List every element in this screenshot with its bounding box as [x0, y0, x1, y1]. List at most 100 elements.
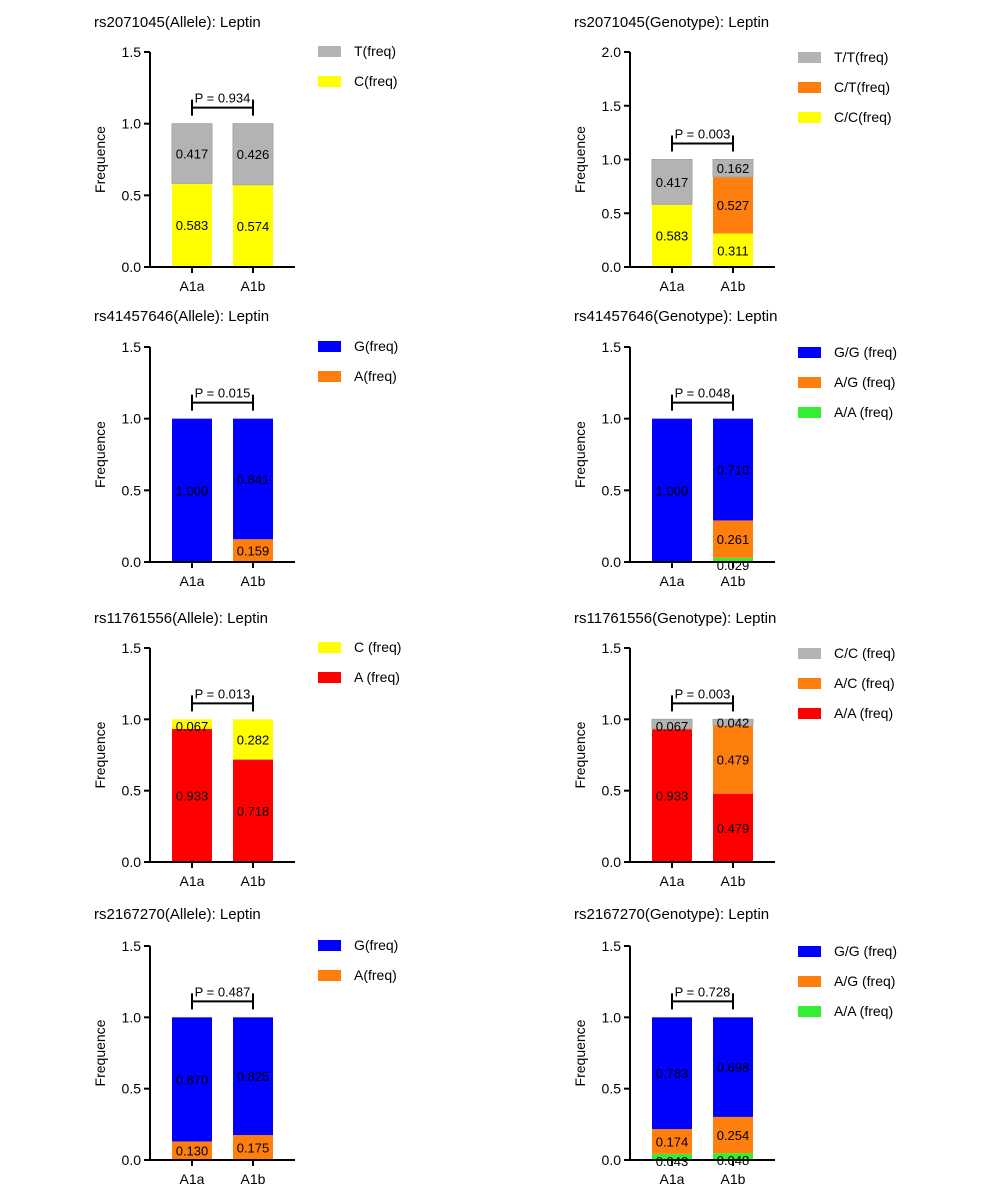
y-tick-label: 1.5: [122, 339, 142, 355]
x-tick-label: A1b: [721, 1171, 746, 1187]
bar-segment: [713, 1153, 753, 1160]
p-value-label: P = 0.728: [675, 984, 731, 999]
legend-swatch: [798, 52, 821, 63]
data-label: 0.162: [717, 161, 750, 176]
x-tick-label: A1a: [180, 573, 205, 589]
data-label: 0.426: [237, 147, 270, 162]
legend-swatch: [318, 672, 341, 683]
legend-label: T/T(freq): [834, 49, 888, 65]
data-label: 0.583: [656, 229, 689, 244]
bar-segment: [713, 1116, 753, 1154]
p-value-label: P = 0.003: [675, 686, 731, 701]
y-axis-label: Frequence: [572, 1019, 588, 1086]
y-tick-label: 2.0: [602, 44, 622, 60]
significance-bracket: [671, 993, 734, 1010]
legend-label: A/G (freq): [834, 973, 895, 989]
legend-label: T(freq): [354, 43, 396, 59]
y-tick-label: 0.5: [122, 187, 142, 203]
legend-label: A (freq): [354, 669, 400, 685]
y-tick-label: 1.5: [122, 938, 142, 954]
data-label: 0.783: [656, 1066, 689, 1081]
bar-segment: [171, 123, 213, 184]
legend-swatch: [798, 377, 821, 388]
chart-panel-1: rs2071045(Allele): Leptin Frequence 0.583 0…: [92, 14, 398, 294]
data-label: 0.479: [717, 821, 750, 836]
data-label: 0.479: [717, 752, 750, 767]
x-tick-label: A1b: [241, 573, 266, 589]
p-value-label: P = 0.934: [195, 91, 251, 106]
bar-segment: [652, 1017, 692, 1130]
y-tick-label: 0.5: [602, 1081, 622, 1097]
bar-segment: [172, 728, 212, 862]
p-value-label: P = 0.487: [195, 984, 251, 999]
legend-label: C/T(freq): [834, 79, 890, 95]
bar-segment: [713, 725, 753, 794]
y-axis-label: Frequence: [92, 126, 108, 193]
x-tick-label: A1a: [180, 278, 205, 294]
legend-label: G/G (freq): [834, 943, 897, 959]
data-label: 0.527: [717, 198, 750, 213]
y-tick-label: 0.0: [602, 1152, 622, 1168]
data-label: 1.000: [656, 483, 689, 498]
bar-segment: [233, 1017, 273, 1136]
chart-title: rs11761556(Genotype): Leptin: [574, 610, 776, 627]
legend-swatch: [798, 946, 821, 957]
bar-segment: [651, 159, 693, 205]
legend-label: A/C (freq): [834, 675, 895, 691]
chart-panel-8: rs2167270(Genotype): LeptinFrequence0.04…: [572, 906, 897, 1187]
bar-segment: [233, 418, 273, 540]
y-tick-label: 0.5: [602, 205, 622, 221]
p-value-label: P = 0.003: [675, 127, 731, 142]
chart-panel-4: rs41457646(Genotype): Leptin Frequence 1.0…: [572, 308, 897, 589]
legend-swatch: [798, 82, 821, 93]
bar-segment: [233, 1135, 273, 1160]
data-label: 0.417: [176, 147, 209, 162]
legend-label: G(freq): [354, 937, 398, 953]
data-label: 0.933: [656, 788, 689, 803]
chart-panel-2: rs2071045(Genotype): Leptin Frequence 0.58…: [572, 14, 892, 294]
y-tick-label: 0.0: [602, 854, 622, 870]
chart-title: rs2167270(Genotype): Leptin: [574, 906, 769, 923]
bar-segment: [652, 1129, 692, 1154]
y-tick-label: 0.0: [602, 554, 622, 570]
legend-label: C (freq): [354, 639, 401, 655]
legend-swatch: [798, 112, 821, 123]
p-value-label: P = 0.015: [195, 386, 251, 401]
y-tick-label: 1.0: [122, 411, 142, 427]
bar-segment: [712, 159, 754, 178]
significance-bracket: [191, 394, 254, 411]
bar-segment: [713, 176, 753, 234]
significance-bracket: [191, 99, 254, 116]
x-tick-label: A1a: [180, 873, 205, 889]
data-label: 0.311: [717, 243, 749, 258]
significance-bracket: [671, 394, 734, 411]
x-tick-label: A1b: [721, 278, 746, 294]
legend-swatch: [318, 940, 341, 951]
y-tick-label: 0.5: [122, 482, 142, 498]
legend-label: C(freq): [354, 73, 398, 89]
data-label: 0.067: [656, 719, 689, 734]
chart-title: rs2071045(Allele): Leptin: [94, 14, 261, 31]
chart-panel-6: rs11761556(Genotype): Leptin Frequence 0.9…: [572, 610, 895, 889]
bar-segment: [172, 719, 212, 729]
legend-label: A/A (freq): [834, 705, 893, 721]
y-axis-label: Frequence: [92, 421, 108, 488]
bar-segment: [652, 418, 692, 562]
y-tick-label: 0.0: [122, 854, 142, 870]
chart-panel-3: rs41457646(Allele): Leptin Frequence 1.000…: [92, 308, 398, 589]
data-label: 0.870: [176, 1072, 209, 1087]
legend-swatch: [798, 708, 821, 719]
legend-label: G(freq): [354, 338, 398, 354]
data-label: 0.718: [237, 804, 270, 819]
y-tick-label: 1.5: [122, 640, 142, 656]
bar-segment: [233, 539, 273, 562]
data-label: 0.841: [237, 472, 270, 487]
y-tick-label: 1.5: [602, 339, 622, 355]
legend-swatch: [798, 648, 821, 659]
bar-segment: [232, 123, 274, 186]
y-axis-label: Frequence: [572, 126, 588, 193]
legend-label: A/A (freq): [834, 1003, 893, 1019]
y-tick-label: 0.5: [122, 783, 142, 799]
y-tick-label: 1.0: [602, 411, 622, 427]
data-label: 0.042: [717, 715, 750, 730]
